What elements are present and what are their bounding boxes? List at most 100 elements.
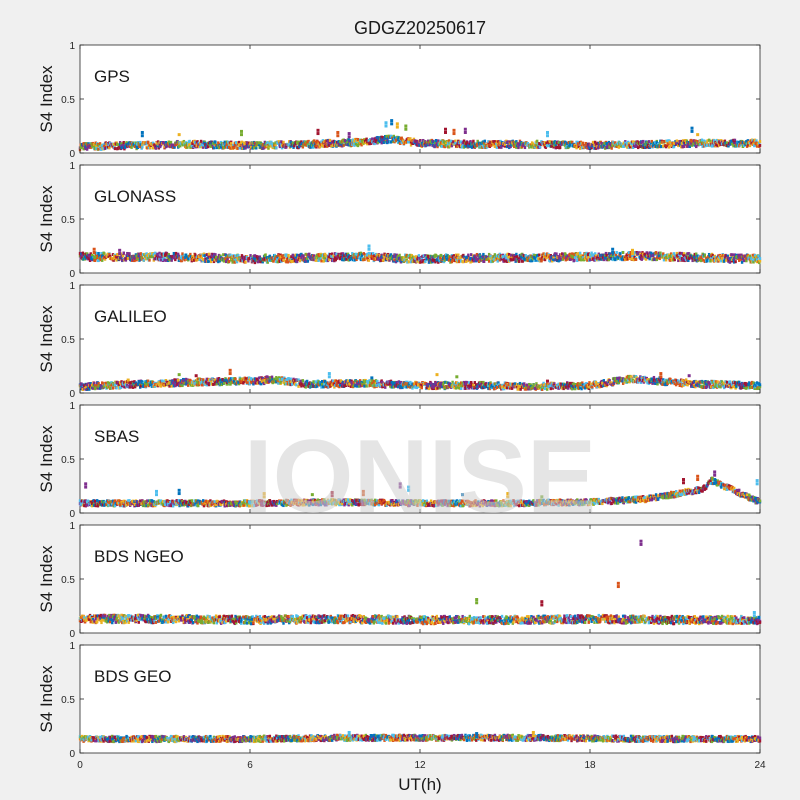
data-point	[411, 255, 415, 259]
data-point	[487, 257, 490, 261]
data-point	[411, 142, 415, 146]
data-point	[706, 139, 709, 143]
data-point	[123, 147, 126, 151]
data-point	[156, 140, 160, 144]
data-point	[376, 257, 380, 261]
data-point	[136, 142, 139, 146]
data-point	[477, 257, 481, 261]
data-point	[182, 255, 186, 259]
data-point	[418, 143, 421, 147]
data-point	[169, 258, 172, 262]
data-point	[566, 141, 569, 145]
data-point	[89, 252, 92, 256]
data-point	[389, 253, 393, 257]
data-point	[468, 142, 471, 146]
data-point	[728, 260, 732, 264]
spike-point	[316, 132, 320, 136]
data-point	[737, 140, 740, 144]
data-point	[166, 255, 169, 259]
data-point	[503, 144, 507, 148]
data-point	[569, 140, 573, 144]
data-point	[340, 142, 343, 146]
data-point	[112, 258, 115, 262]
data-point	[224, 257, 227, 261]
data-point	[515, 255, 519, 259]
data-point	[214, 140, 217, 144]
data-point	[218, 257, 221, 261]
data-point	[530, 259, 534, 263]
data-point	[255, 144, 258, 148]
data-point	[313, 254, 316, 258]
data-point	[693, 143, 696, 147]
data-point	[247, 259, 250, 263]
data-point	[626, 143, 629, 147]
data-point	[450, 260, 454, 264]
data-point	[697, 142, 701, 146]
data-point	[647, 140, 651, 144]
data-point	[528, 256, 531, 260]
data-point	[363, 258, 366, 262]
data-point	[256, 260, 259, 264]
data-point	[125, 141, 128, 145]
data-point	[155, 254, 158, 258]
data-point	[305, 257, 309, 261]
data-point	[202, 258, 205, 262]
data-point	[388, 258, 391, 262]
data-point	[93, 255, 96, 259]
data-point	[374, 256, 378, 260]
data-point	[97, 259, 100, 263]
data-point	[142, 258, 145, 262]
data-point	[434, 254, 438, 258]
data-point	[113, 254, 116, 258]
data-point	[568, 144, 571, 148]
data-point	[447, 139, 451, 143]
data-point	[197, 141, 201, 145]
data-point	[390, 140, 393, 144]
data-point	[538, 145, 542, 149]
data-point	[674, 141, 678, 145]
data-point	[294, 142, 297, 146]
data-point	[627, 142, 631, 146]
data-point	[125, 254, 128, 258]
data-point	[136, 146, 140, 150]
data-points	[78, 119, 762, 152]
data-point	[80, 252, 83, 256]
data-point	[280, 259, 283, 263]
data-point	[317, 142, 320, 146]
data-point	[498, 258, 502, 262]
data-point	[396, 257, 399, 261]
data-point	[202, 252, 206, 256]
data-point	[331, 140, 334, 144]
data-point	[556, 140, 560, 144]
data-point	[249, 254, 252, 258]
spike-point	[240, 133, 243, 137]
data-point	[679, 145, 683, 149]
data-point	[411, 258, 414, 262]
data-point	[751, 138, 755, 142]
data-point	[429, 258, 432, 262]
data-point	[702, 139, 706, 143]
data-point	[99, 258, 102, 262]
data-point	[479, 255, 482, 259]
data-point	[252, 144, 255, 148]
data-point	[700, 259, 703, 263]
y-tick-label: 0.5	[61, 95, 75, 106]
data-point	[312, 258, 315, 262]
data-point	[252, 256, 256, 260]
data-point	[84, 147, 87, 151]
data-point	[384, 134, 387, 138]
data-point	[377, 139, 380, 143]
data-point	[107, 143, 110, 147]
data-point	[576, 145, 579, 149]
data-point	[336, 256, 339, 260]
data-point	[571, 144, 575, 148]
data-point	[363, 384, 366, 388]
data-point	[401, 386, 404, 390]
data-point	[604, 146, 607, 150]
data-point	[245, 141, 249, 145]
data-point	[578, 146, 582, 150]
data-point	[540, 255, 544, 259]
data-point	[386, 136, 390, 140]
data-point	[368, 142, 371, 146]
